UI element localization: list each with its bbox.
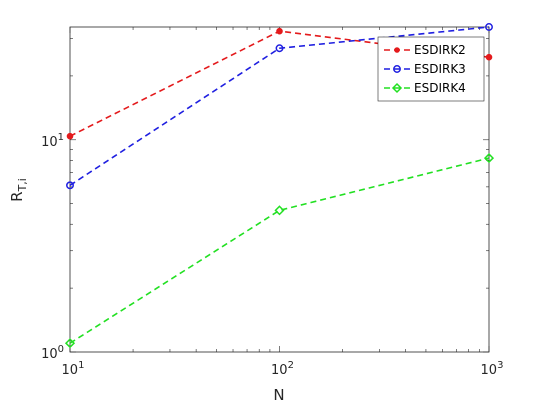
legend-marker <box>391 82 403 94</box>
x-tick-label: 102 <box>271 360 294 378</box>
y-tick-label: 100 <box>41 344 64 362</box>
y-tick-label: 101 <box>41 132 64 150</box>
series-line-esdirk3 <box>69 26 490 187</box>
legend-marker <box>393 65 401 73</box>
data-point-esdirk4 <box>483 153 495 164</box>
x-axis-label: N <box>273 386 284 404</box>
data-point-esdirk2 <box>276 27 283 35</box>
data-point-esdirk3 <box>66 181 74 190</box>
data-point-esdirk3 <box>485 23 493 31</box>
y-axis-label: RT,i <box>8 178 29 202</box>
data-point-esdirk2 <box>66 132 74 140</box>
legend-label: ESDIRK2 <box>414 43 466 57</box>
data-point-esdirk4 <box>274 205 285 216</box>
legend-label: ESDIRK3 <box>414 62 466 76</box>
x-tick-label: 101 <box>62 360 85 378</box>
series-line-esdirk4 <box>69 157 490 344</box>
x-tick-label: 103 <box>481 360 504 378</box>
y-axis-label-main: R <box>8 191 26 201</box>
data-point-esdirk3 <box>275 44 284 53</box>
data-point-esdirk2 <box>485 53 493 61</box>
y-axis-label-sub: T,i <box>16 178 29 192</box>
data-point-esdirk4 <box>64 338 76 349</box>
legend: ESDIRK2 ESDIRK3 ESDIRK4 <box>377 36 485 102</box>
legend-marker <box>394 47 400 53</box>
legend-label: ESDIRK4 <box>414 81 466 95</box>
